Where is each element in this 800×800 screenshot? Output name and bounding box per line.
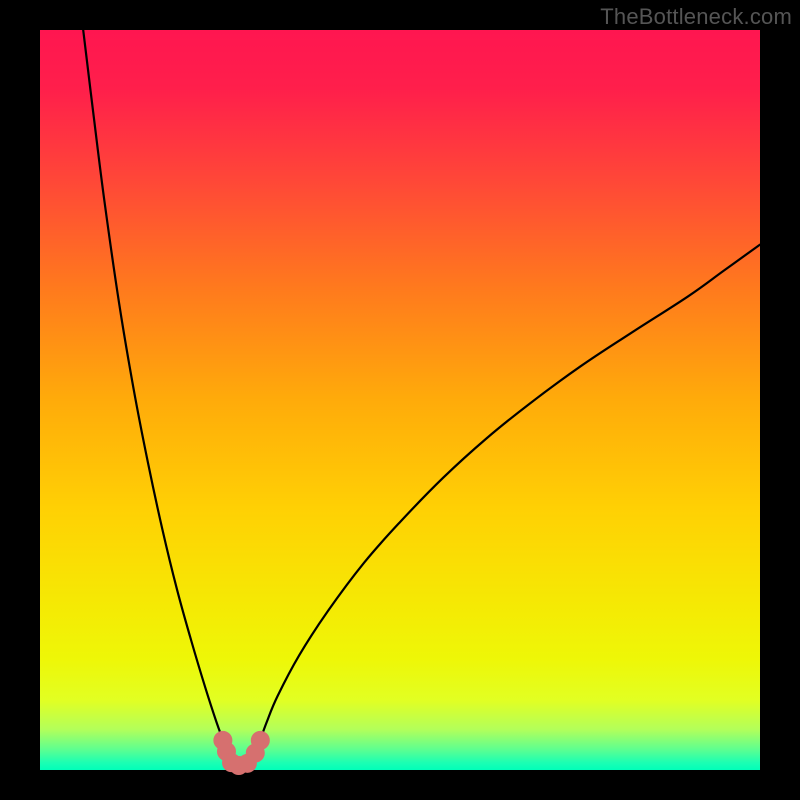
gradient-background	[40, 30, 760, 770]
chart-stage: TheBottleneck.com	[0, 0, 800, 800]
watermark-text: TheBottleneck.com	[600, 4, 792, 30]
bottleneck-chart	[0, 0, 800, 800]
marker-dot	[251, 731, 269, 749]
